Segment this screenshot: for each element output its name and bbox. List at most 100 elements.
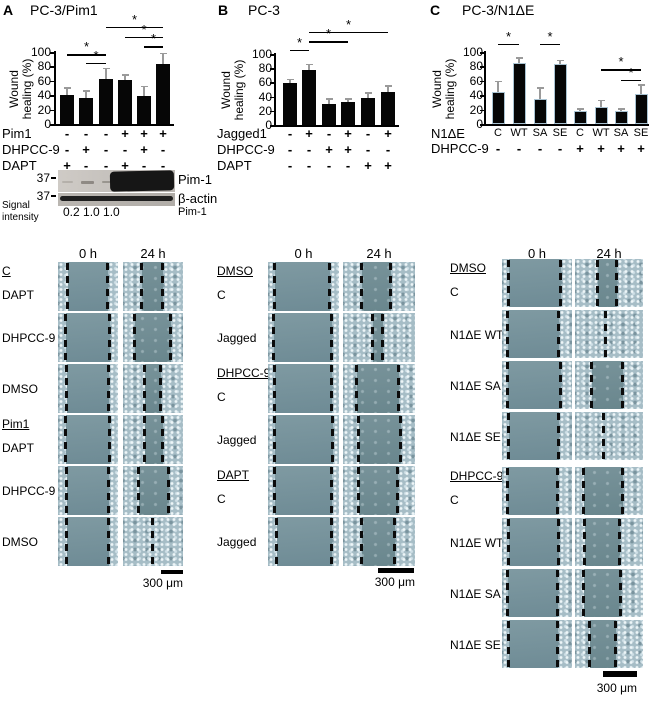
axis-y (484, 51, 486, 124)
micro-cells (123, 364, 145, 413)
tick-label: 0 (44, 117, 51, 131)
axis-x (54, 124, 174, 126)
tick-mark (480, 80, 484, 83)
condition-cell: + (159, 126, 167, 141)
wound-dash (329, 467, 333, 514)
micro-cells (615, 620, 643, 668)
condition-row-label: DHPCC-9 (431, 141, 489, 156)
error-bar-cap (286, 78, 294, 81)
condition-cell: + (384, 126, 392, 141)
sig-star: * (150, 31, 157, 47)
condition-row-label: N1ΔE (431, 126, 465, 141)
tick-mark (480, 95, 484, 97)
sig-bracket (144, 46, 163, 48)
condition-row-label: Pim1 (2, 126, 32, 141)
micro-cells (268, 415, 276, 464)
wound-dash (506, 311, 510, 357)
tick-mark (50, 124, 54, 126)
condition-cell: - (64, 142, 70, 157)
bar (553, 64, 567, 124)
panel-title: PC-3/Pim1 (30, 2, 98, 18)
condition-cell: WT (510, 127, 528, 139)
wound-dash (107, 467, 110, 514)
wound-dash (602, 413, 606, 459)
bar (341, 102, 355, 125)
wound-dash (160, 263, 164, 310)
micro-cells (123, 313, 135, 362)
wound-dash (505, 570, 509, 616)
row-group-label: DAPT (217, 468, 250, 482)
sig-star: * (618, 54, 624, 70)
micro-cells (575, 569, 584, 617)
error-bar-cap (536, 87, 544, 89)
error-bar-cap (597, 99, 605, 102)
micro-cells (400, 415, 415, 464)
tick-label: 60 (258, 75, 272, 90)
sig-bracket (621, 80, 641, 82)
condition-cell: - (160, 158, 166, 173)
bar (302, 69, 316, 125)
bar (137, 95, 151, 124)
condition-cell: + (82, 142, 90, 157)
y-axis-label: Wound healing (%) (219, 60, 246, 121)
error-bar-stem (143, 85, 145, 96)
wound-dash (381, 314, 385, 361)
micro-cells (343, 313, 374, 362)
wound-dash (620, 468, 624, 514)
signal-intensity-label-line1: Signal (2, 200, 30, 211)
micro-tile (575, 620, 643, 668)
axis-x (274, 125, 399, 127)
condition-row-label: DHPCC-9 (2, 142, 60, 157)
condition-cell: + (325, 142, 333, 157)
sig-star: * (345, 16, 352, 32)
micro-cells (575, 518, 586, 566)
micro-cells (558, 569, 572, 617)
sig-bracket (106, 26, 163, 29)
blot-strip-pim1 (58, 170, 175, 192)
micro-cells (58, 364, 67, 413)
micro-tile (502, 310, 572, 358)
condition-cell: - (345, 158, 351, 173)
micro-tile (58, 466, 118, 515)
micro-cells (268, 466, 276, 515)
wound-dash (596, 260, 600, 306)
micro-cells (390, 262, 415, 311)
micro-tile (123, 262, 183, 311)
micro-tile (575, 412, 643, 460)
error-bar-stem (124, 74, 126, 81)
signal-intensity-values: 0.2 1.0 1.0 (63, 205, 120, 219)
condition-row-label: DAPT (217, 158, 252, 173)
scale-label: 300 μm (596, 681, 637, 695)
micro-tile (575, 518, 643, 566)
row-label: DHPCC-9 (2, 331, 56, 345)
sig-star: * (131, 11, 138, 27)
sig-star: * (325, 26, 332, 42)
wound-dash (142, 365, 146, 412)
micro-tile (268, 415, 339, 464)
condition-cell: SA (532, 127, 548, 139)
row-label: C (217, 390, 226, 404)
row-group-label: DHPCC-9 (217, 366, 271, 380)
condition-cell: SE (633, 127, 649, 139)
error-bar-cap (384, 85, 392, 87)
micro-cells (123, 466, 139, 515)
error-bar-stem (66, 87, 68, 96)
wound-dash (556, 311, 560, 357)
micro-cells (621, 569, 643, 617)
micro-cells (108, 262, 118, 311)
row-group-label: DMSO (217, 264, 253, 278)
wound-dash (388, 263, 392, 310)
micro-cells (502, 259, 509, 307)
error-bar-cap (140, 85, 148, 88)
marker-dash-top (51, 177, 56, 179)
micro-cells (575, 620, 590, 668)
condition-row-label: DAPT (2, 158, 37, 173)
sig-star: * (628, 65, 634, 81)
micro-tile (268, 262, 339, 311)
micro-tile (343, 466, 415, 515)
blot-label-pim1: Pim-1 (178, 172, 212, 187)
condition-cell: - (287, 126, 293, 141)
wound-dash (274, 518, 278, 565)
micro-tile (502, 361, 572, 409)
micro-cells (502, 518, 509, 566)
